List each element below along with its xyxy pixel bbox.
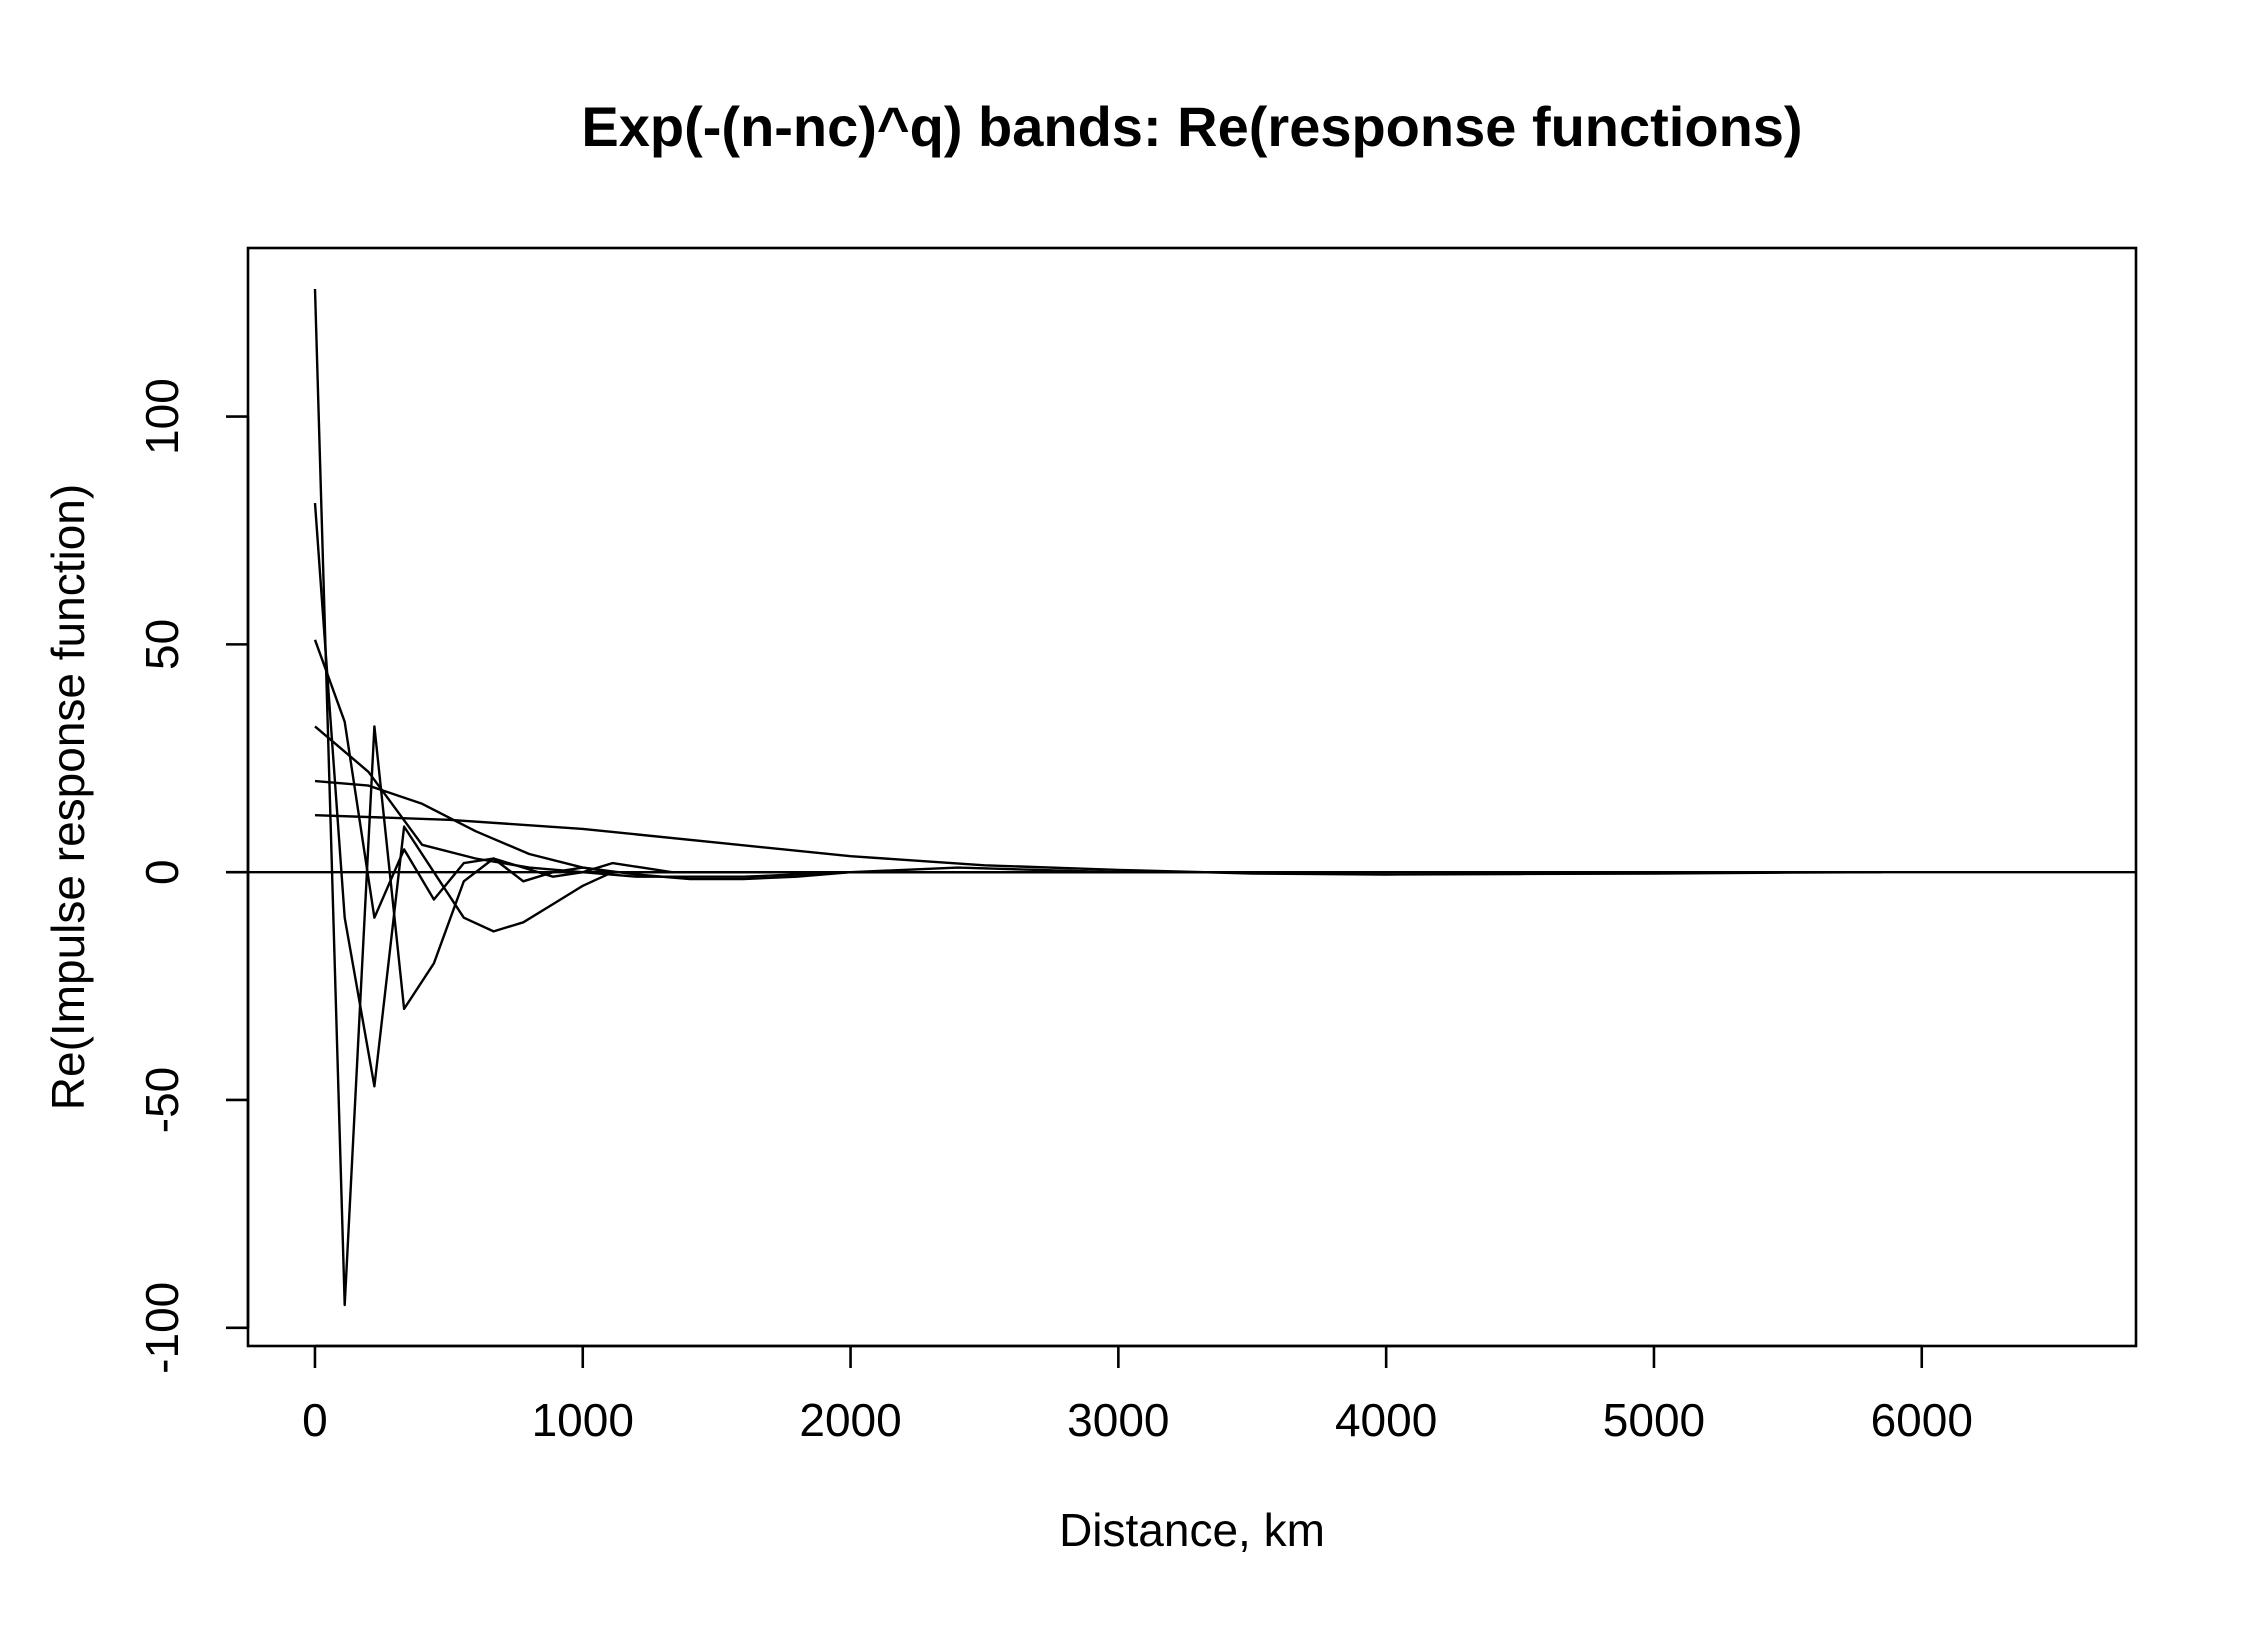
x-tick-label: 1000 — [532, 1394, 634, 1446]
y-tick-label: 50 — [136, 619, 188, 670]
x-tick-label: 3000 — [1067, 1394, 1169, 1446]
y-tick-label: -100 — [136, 1282, 188, 1374]
series-layer — [313, 288, 1882, 1307]
y-tick-label: 0 — [136, 859, 188, 885]
y-axis: -100 -50 0 50 100 — [136, 378, 250, 1374]
x-axis-label: Distance, km — [1059, 1504, 1325, 1556]
x-tick-label: 0 — [302, 1394, 328, 1446]
y-tick-label: 100 — [136, 378, 188, 455]
chart-title: Exp(-(n-nc)^q) bands: Re(response functi… — [581, 95, 1802, 158]
x-tick-label: 4000 — [1335, 1394, 1437, 1446]
series-line-2 — [313, 503, 1119, 1088]
series-line-6 — [314, 814, 1882, 876]
series-line-1 — [313, 288, 1119, 1307]
x-tick-label: 2000 — [799, 1394, 901, 1446]
series-line-4 — [314, 725, 1119, 878]
x-tick-label: 5000 — [1603, 1394, 1705, 1446]
series-line-5 — [314, 779, 1253, 881]
plot-frame — [246, 246, 2138, 1348]
x-tick-label: 6000 — [1871, 1394, 1973, 1446]
y-axis-label: Re(Impulse response function) — [42, 484, 94, 1110]
y-tick-label: -50 — [136, 1067, 188, 1133]
x-axis: 0 1000 2000 3000 4000 5000 6000 — [302, 1344, 1973, 1446]
